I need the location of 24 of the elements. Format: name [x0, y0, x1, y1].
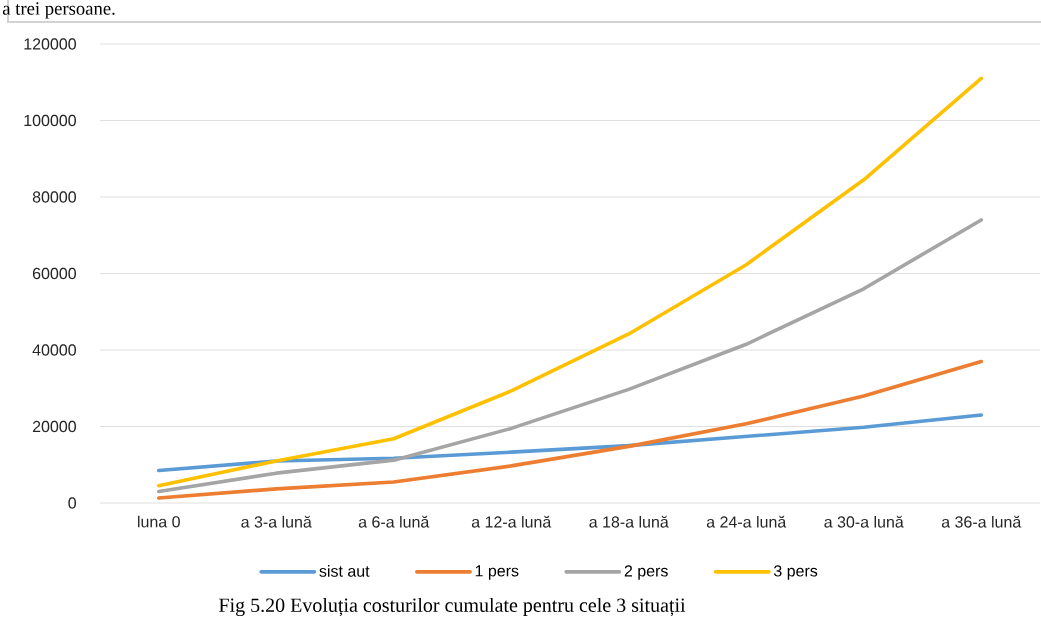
legend-label: 3 pers — [773, 565, 818, 580]
x-tick-label: luna 0 — [138, 515, 180, 528]
y-tick-label: 40000 — [32, 344, 76, 356]
x-tick-label: a 30-a lună — [824, 515, 904, 528]
x-tick-label: a 6-a lună — [358, 515, 430, 528]
x-tick-label: a 3-a lună — [241, 515, 312, 528]
legend-label: 1 pers — [475, 565, 519, 580]
y-tick-label: 120000 — [24, 38, 76, 50]
legend-label: sist aut — [319, 565, 370, 577]
legend-label: 2 pers — [624, 565, 668, 580]
y-tick-label: 0 — [68, 497, 77, 509]
x-tick-label: a 36-a lună — [941, 515, 1022, 528]
caption: Fig 5.20 Evoluția costurilor cumulate pentru cele 3 situații — [219, 597, 686, 617]
x-tick-label: a 18-a lună — [589, 515, 669, 528]
line-series — [156, 359, 984, 500]
y-tick-label: 60000 — [32, 267, 76, 280]
line-series — [156, 76, 984, 488]
x-tick-label: a 12-a lună — [471, 515, 552, 528]
y-tick-label: 80000 — [32, 191, 76, 203]
x-tick-label: a 24-a lună — [706, 515, 787, 528]
y-tick-label: 100000 — [24, 114, 76, 127]
y-tick-label: 20000 — [32, 420, 76, 433]
line-series — [156, 218, 984, 494]
text: a trei persoane. — [2, 2, 115, 19]
